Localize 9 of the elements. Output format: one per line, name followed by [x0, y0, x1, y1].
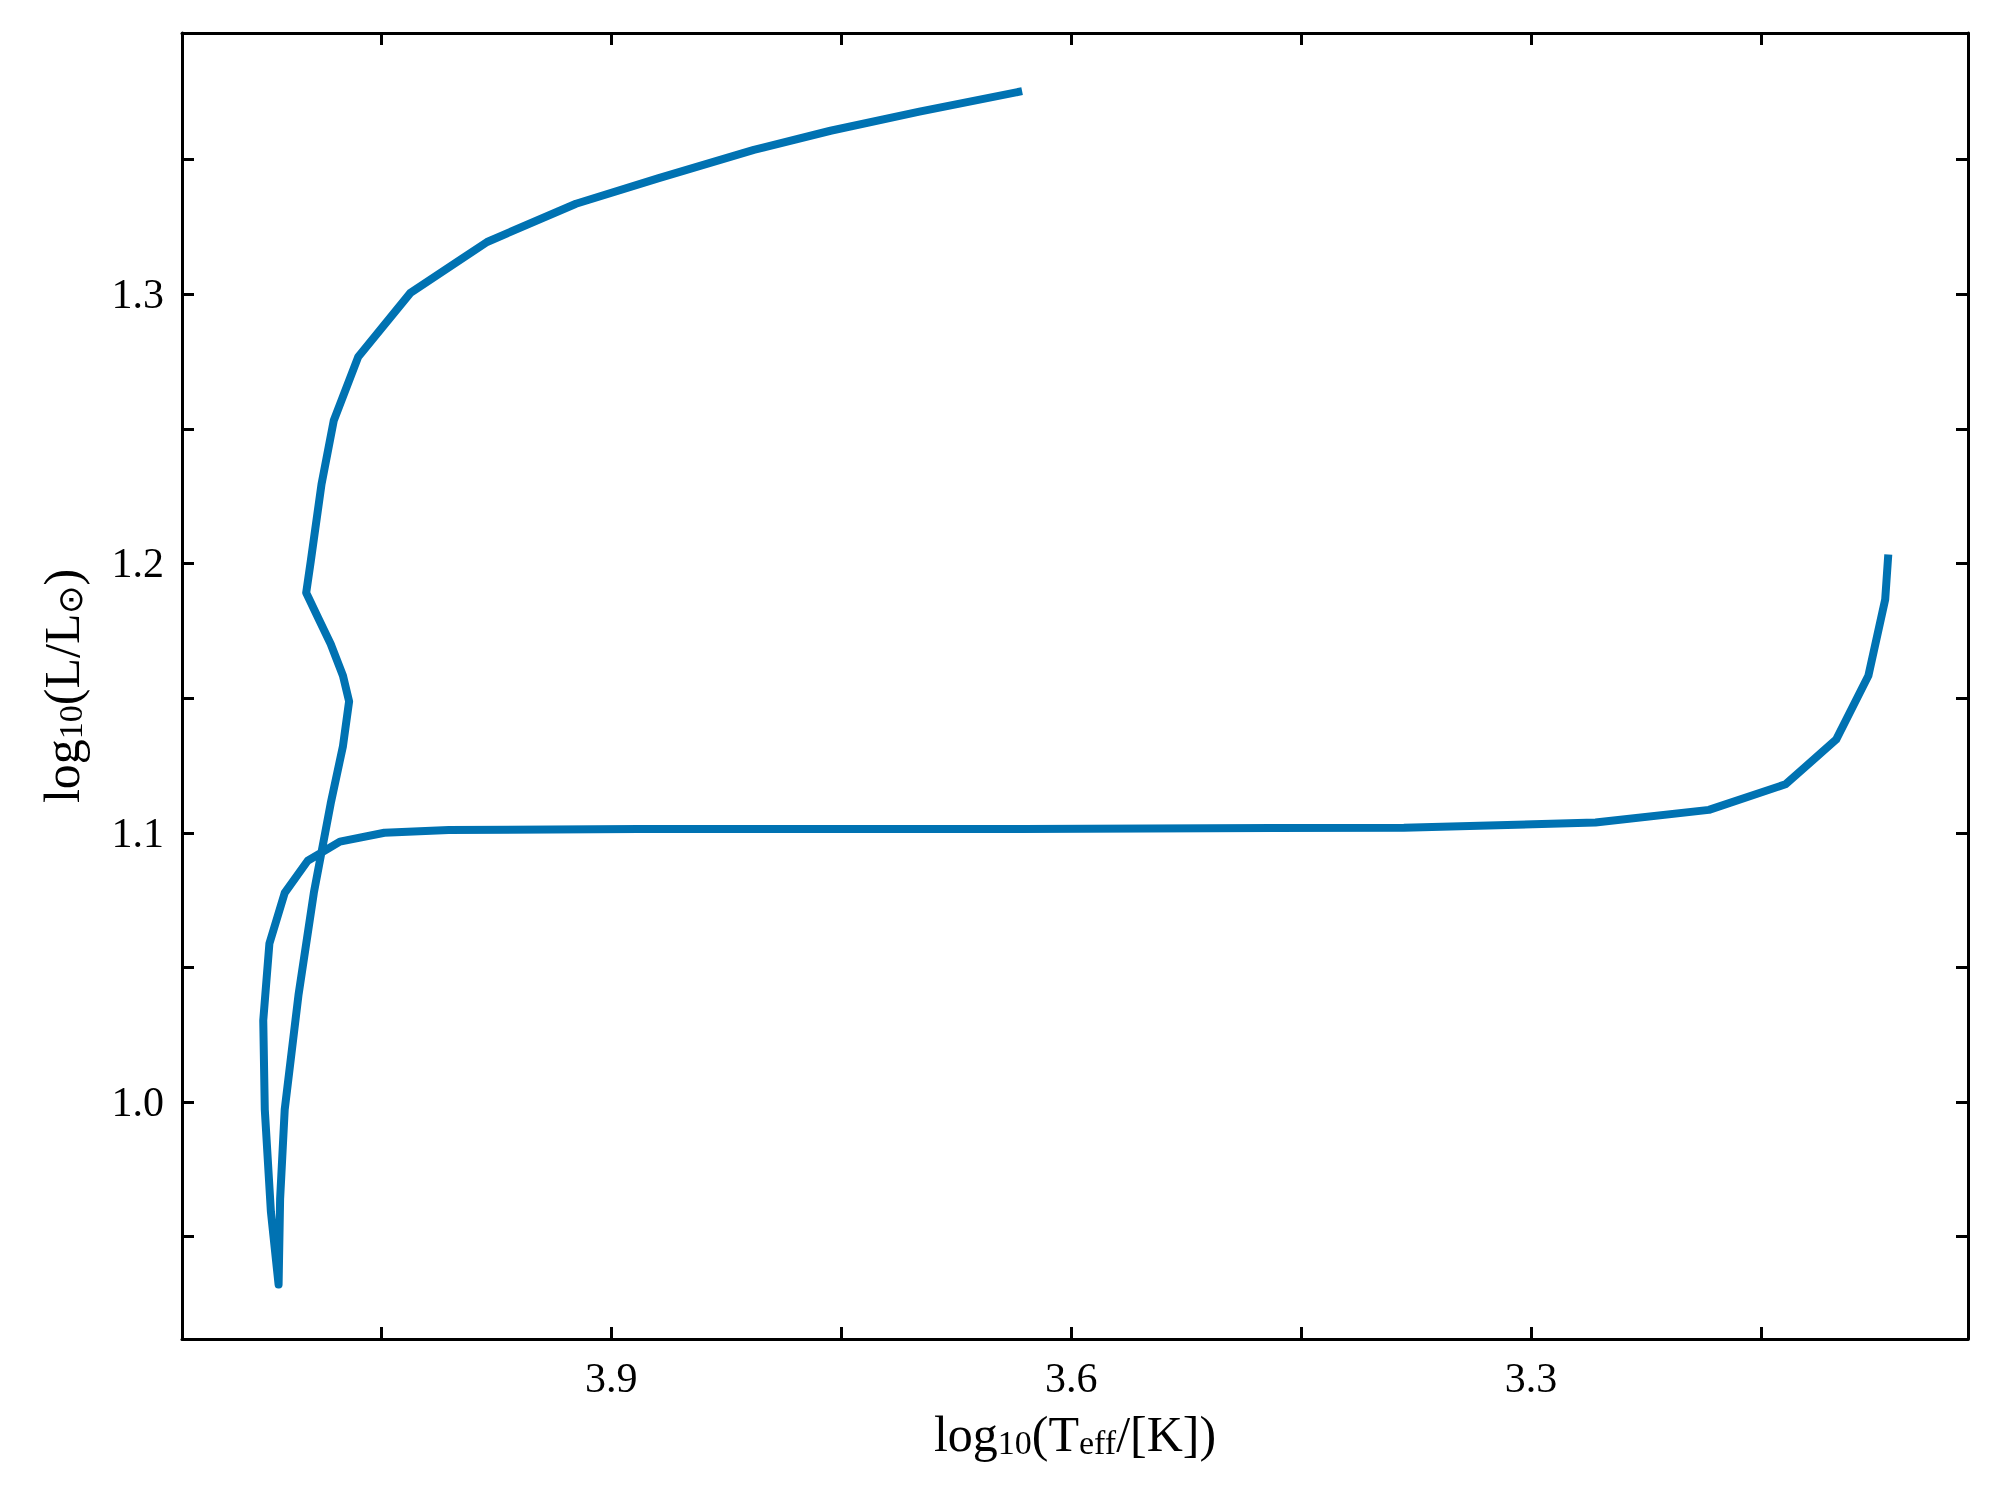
- y-tick-label: 1.3: [111, 271, 164, 318]
- x-tick-label: 3.9: [585, 1355, 638, 1401]
- y-tick-label: 1.0: [111, 1079, 164, 1126]
- y-tick-label: 1.2: [111, 540, 164, 587]
- x-tick-label: 3.6: [1044, 1355, 1098, 1401]
- y-axis-title: log10(L/L⊙): [34, 568, 90, 804]
- y-tick-label: 1.1: [111, 809, 164, 856]
- x-axis-title: log10(Teff/[K]): [933, 1406, 1217, 1462]
- x-tick-label: 3.3: [1504, 1355, 1558, 1401]
